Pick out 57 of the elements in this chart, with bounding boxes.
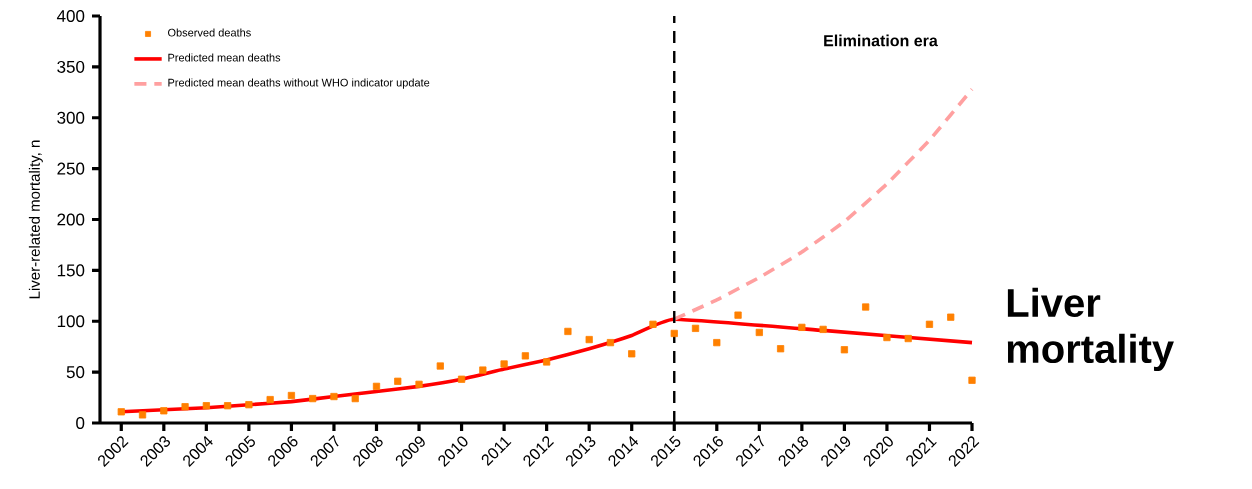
point xyxy=(181,403,189,411)
point xyxy=(138,411,147,419)
y-tick-label: 200 xyxy=(57,213,85,226)
point xyxy=(457,375,466,383)
point xyxy=(798,323,806,331)
point xyxy=(840,346,848,354)
point xyxy=(904,334,912,343)
point xyxy=(415,380,423,388)
point xyxy=(266,396,274,404)
annotation: Elimination era xyxy=(824,34,938,47)
point xyxy=(479,366,487,374)
y-tick-label: 150 xyxy=(57,264,85,277)
point xyxy=(755,328,763,337)
point xyxy=(372,382,381,390)
point xyxy=(819,325,827,333)
point xyxy=(649,320,657,328)
y-tick-label: 400 xyxy=(56,10,85,23)
point xyxy=(691,324,700,332)
y-tick-label: 0 xyxy=(76,417,85,430)
point xyxy=(606,339,615,347)
point xyxy=(287,391,296,400)
point xyxy=(436,362,444,370)
point xyxy=(628,350,636,358)
point xyxy=(564,327,572,336)
y-tick-label: 100 xyxy=(57,315,85,328)
point xyxy=(585,335,593,344)
point xyxy=(777,345,785,353)
text: Liver mortality xyxy=(1007,287,1174,372)
point xyxy=(394,377,402,385)
point xyxy=(202,402,210,410)
legend-label: Predicted mean deaths without WHO indicator update xyxy=(168,78,430,89)
point xyxy=(543,358,551,366)
point xyxy=(160,407,168,415)
point xyxy=(947,313,955,321)
y-tick-label: 50 xyxy=(66,366,85,379)
y-axis-title: Liver-related mortality, n xyxy=(28,140,43,299)
y-tick-label: 350 xyxy=(57,60,85,73)
legend-label: Observed deaths xyxy=(168,28,251,37)
point xyxy=(862,303,870,311)
point xyxy=(713,339,721,347)
point xyxy=(117,408,125,416)
y-tick-label: 300 xyxy=(57,111,85,124)
line-series xyxy=(672,87,974,322)
point xyxy=(245,401,253,409)
point xyxy=(500,360,508,368)
point xyxy=(330,392,338,401)
point xyxy=(925,320,934,328)
point xyxy=(734,311,742,319)
y-tick-label: 250 xyxy=(57,162,85,175)
point xyxy=(224,402,232,410)
point xyxy=(521,352,529,360)
point xyxy=(883,333,891,342)
point xyxy=(309,394,317,403)
point xyxy=(968,376,976,384)
legend-label: Predicted mean deaths xyxy=(168,53,281,62)
point xyxy=(351,394,359,403)
point xyxy=(670,329,678,338)
